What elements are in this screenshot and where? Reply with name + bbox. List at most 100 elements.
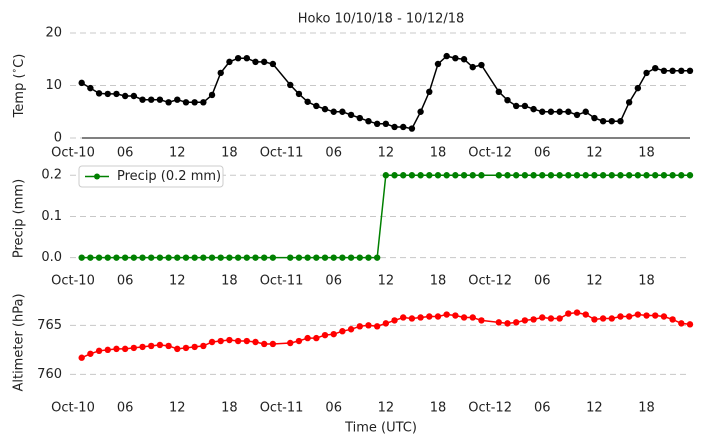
data-point	[652, 64, 659, 72]
data-point	[521, 317, 529, 324]
data-point	[191, 99, 198, 106]
x-tick-label: 18	[430, 146, 447, 161]
y-tick-label: 0.2	[41, 168, 62, 183]
data-point	[78, 354, 85, 361]
data-point	[130, 92, 138, 100]
x-tick-label: 18	[430, 401, 447, 416]
x-tick-label: Oct-10	[51, 401, 95, 416]
x-tick-label: 06	[117, 401, 134, 416]
data-line	[81, 311, 691, 359]
x-tick-label: 18	[430, 274, 447, 289]
data-point	[252, 58, 259, 66]
data-point	[304, 334, 311, 342]
data-point	[634, 311, 642, 318]
data-point	[582, 311, 589, 318]
data-point	[339, 108, 346, 115]
data-point	[313, 334, 320, 342]
data-point	[252, 254, 259, 261]
data-point	[260, 254, 268, 261]
data-point	[565, 172, 572, 179]
data-point	[400, 123, 407, 131]
data-point	[87, 84, 94, 92]
y-axis-label-degree: ∘	[10, 68, 20, 74]
x-tick-label: Oct-12	[468, 146, 512, 161]
data-point	[95, 254, 103, 261]
data-point	[599, 172, 607, 179]
x-tick-label: 18	[638, 401, 655, 416]
y-tick-label: 0.0	[41, 250, 62, 265]
x-tick-label: 12	[378, 401, 395, 416]
data-point	[643, 172, 650, 179]
data-point	[295, 90, 303, 98]
data-point	[686, 67, 694, 75]
data-point	[243, 337, 251, 345]
data-point	[373, 254, 381, 261]
data-point	[678, 67, 685, 75]
data-point	[365, 254, 372, 261]
data-point	[617, 118, 624, 125]
data-point	[504, 320, 511, 327]
x-tick-label: 06	[117, 274, 134, 289]
data-point	[148, 342, 155, 350]
data-point	[156, 341, 164, 349]
x-tick-label: 06	[534, 146, 551, 161]
data-point	[512, 102, 520, 110]
data-point	[660, 67, 668, 75]
data-point	[643, 312, 650, 319]
data-point	[434, 172, 442, 179]
data-point	[356, 254, 363, 261]
data-point	[174, 345, 181, 353]
data-point	[391, 317, 398, 324]
data-point	[287, 339, 294, 347]
data-point	[599, 118, 607, 125]
data-point	[208, 254, 216, 261]
data-point	[652, 172, 659, 179]
x-tick-label: 12	[586, 146, 603, 161]
data-point	[260, 58, 268, 66]
data-point	[478, 317, 485, 324]
y-axis-label: Temp (∘C)	[10, 54, 27, 119]
data-point	[408, 125, 416, 132]
data-point	[391, 123, 398, 131]
data-point	[512, 319, 520, 326]
data-point	[182, 99, 190, 106]
data-point	[330, 330, 337, 338]
data-point	[191, 254, 198, 261]
data-point	[573, 309, 581, 316]
data-point	[217, 254, 224, 261]
data-point	[321, 105, 329, 113]
x-tick-label: Oct-12	[468, 401, 512, 416]
data-point	[269, 340, 277, 348]
data-point	[591, 172, 598, 179]
data-point	[217, 337, 224, 345]
x-tick-label: Oct-11	[260, 274, 304, 289]
data-point	[304, 98, 311, 105]
data-point	[382, 120, 390, 128]
x-tick-label: 18	[638, 146, 655, 161]
data-point	[495, 172, 503, 179]
data-point	[547, 108, 555, 115]
x-tick-label: Oct-10	[51, 146, 95, 161]
data-point	[87, 254, 94, 261]
data-point	[400, 314, 407, 321]
data-point	[617, 172, 624, 179]
data-point	[417, 172, 424, 179]
data-point	[78, 79, 85, 87]
data-point	[339, 328, 346, 335]
data-point	[95, 90, 103, 97]
data-point	[452, 312, 459, 319]
x-tick-label: 12	[169, 146, 186, 161]
y-tick-label: 765	[37, 318, 62, 333]
data-point	[625, 313, 633, 320]
data-point	[660, 313, 668, 320]
data-point	[678, 172, 685, 179]
data-point	[512, 172, 520, 179]
data-point	[234, 254, 242, 261]
data-point	[469, 314, 476, 321]
data-point	[373, 323, 381, 330]
data-point	[252, 338, 259, 346]
data-point	[121, 254, 129, 261]
data-point	[269, 254, 277, 261]
data-point	[504, 172, 511, 179]
